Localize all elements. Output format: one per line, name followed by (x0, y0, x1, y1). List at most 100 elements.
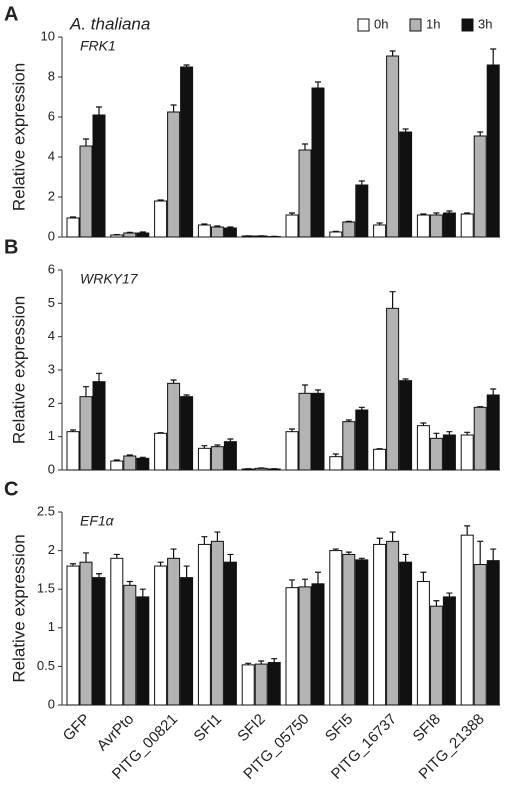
panel-label: B (4, 236, 18, 258)
legend-swatch (357, 18, 370, 32)
error-bar (157, 561, 164, 567)
error-bar (490, 548, 497, 561)
y-tick-label: 1 (48, 428, 55, 443)
y-tick-label: 0 (48, 696, 55, 711)
bar (486, 394, 500, 471)
y-axis-label: Relative expression (9, 534, 28, 682)
error-bar (420, 571, 427, 582)
y-tick-label: 6 (48, 261, 55, 276)
bar (79, 145, 93, 238)
error-bar (214, 225, 221, 227)
bar (429, 214, 443, 238)
bar (167, 382, 181, 471)
error-bar (332, 230, 339, 232)
bar (210, 540, 224, 706)
error-bar (345, 551, 352, 555)
error-bar (345, 419, 352, 422)
bar (223, 227, 237, 238)
error-bar (96, 573, 102, 578)
error-bar (433, 432, 440, 439)
legend-label: 0h (374, 16, 388, 31)
bar (429, 437, 443, 471)
error-bar (183, 394, 190, 397)
bar (298, 149, 312, 238)
bar (223, 561, 237, 706)
bar (342, 553, 356, 706)
error-bar (214, 444, 221, 447)
error-bar (201, 223, 208, 225)
bar (267, 662, 281, 706)
bar (473, 563, 487, 706)
panel-label: A (4, 3, 18, 25)
error-bar (70, 563, 76, 567)
bar (399, 380, 413, 471)
bar (298, 586, 312, 706)
error-bar (139, 456, 146, 459)
y-tick-label: 0 (48, 461, 55, 476)
bar (154, 432, 168, 471)
error-bar (345, 220, 352, 222)
bar (79, 396, 93, 471)
bar (486, 64, 500, 238)
error-bar (376, 222, 383, 225)
y-tick-label: 1.5 (37, 581, 55, 596)
error-bar (83, 552, 89, 563)
bar (254, 663, 268, 706)
error-bar (389, 50, 396, 56)
bar (197, 447, 211, 471)
error-bar (258, 660, 265, 665)
bar (123, 455, 137, 471)
error-bar (358, 557, 365, 560)
bar (342, 221, 356, 238)
bar (210, 446, 224, 471)
bar (66, 217, 80, 238)
panel-label: C (4, 478, 18, 500)
error-bar (183, 565, 190, 578)
y-tick-label: 5 (48, 295, 55, 310)
error-bar (402, 553, 409, 563)
bar (442, 212, 456, 238)
bar (136, 457, 150, 471)
y-tick-label: 10 (41, 28, 55, 43)
y-tick-label: 6 (48, 108, 55, 123)
error-bar (227, 553, 234, 563)
bar (355, 409, 369, 471)
bar (473, 135, 487, 238)
error-bar (170, 548, 177, 559)
bar (329, 231, 343, 238)
y-axis-label: Relative expression (9, 296, 28, 444)
error-bar (302, 384, 308, 394)
bar (298, 392, 312, 471)
bar (311, 87, 325, 238)
bar (355, 184, 369, 238)
error-bar (446, 592, 453, 597)
error-bar (289, 212, 295, 215)
error-bar (376, 448, 383, 450)
error-bar (332, 453, 339, 457)
error-bar (83, 138, 89, 146)
bar (460, 434, 474, 471)
bar (399, 131, 413, 238)
bar (92, 381, 106, 471)
y-tick-label: 2 (48, 395, 55, 410)
bar (66, 431, 80, 471)
bar (342, 421, 356, 471)
bar (285, 431, 299, 471)
error-bar (157, 199, 164, 201)
error-bar (389, 291, 396, 309)
bar (110, 460, 124, 471)
bar (311, 392, 325, 471)
error-bar (302, 143, 308, 150)
error-bar (420, 422, 427, 426)
error-bar (376, 537, 383, 545)
legend-swatch (409, 18, 422, 32)
bar (373, 224, 387, 238)
y-tick-label: 0 (48, 228, 55, 243)
bar (66, 565, 80, 706)
bar (311, 583, 325, 706)
error-bar (464, 525, 471, 536)
error-bar (126, 580, 133, 586)
error-bar (227, 438, 234, 442)
error-bar (201, 445, 208, 449)
